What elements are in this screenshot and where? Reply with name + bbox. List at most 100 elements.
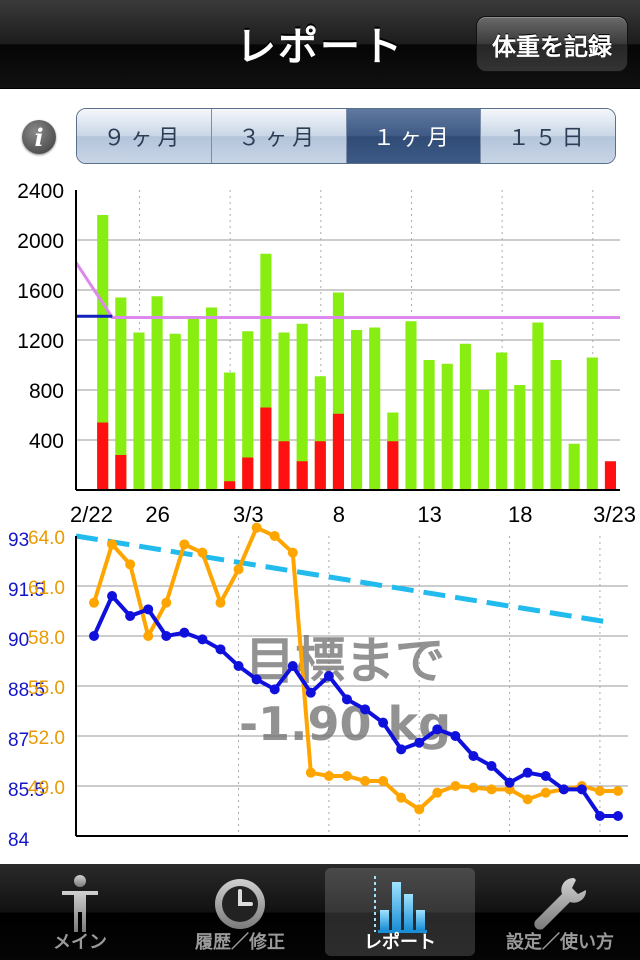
tab-history[interactable]: 履歴／修正 <box>165 868 315 956</box>
goal-remaining-label: 目標まで <box>245 632 445 690</box>
body-fat-point <box>125 559 136 570</box>
bar-exercise <box>387 441 399 490</box>
body-fat-tick-label: 55.0 <box>28 678 65 699</box>
body-fat-tick-label: 61.0 <box>28 578 65 599</box>
body-fat-point <box>378 776 389 786</box>
person-icon <box>62 875 98 932</box>
bar-exercise <box>260 407 272 490</box>
bar-total <box>477 390 490 490</box>
bar-total <box>550 360 562 490</box>
weight-tick-label: 85.5 <box>8 780 45 801</box>
weight-point <box>341 694 352 705</box>
bar-x-tick-label: 3/23 <box>593 502 636 527</box>
bar-reference-line <box>74 261 620 319</box>
weight-point <box>215 644 226 655</box>
bar-exercise <box>115 455 127 490</box>
weight-tick-label: 91.5 <box>8 580 45 601</box>
body-fat-point <box>287 547 298 558</box>
segment-15-days[interactable]: １５日 <box>480 109 615 163</box>
body-fat-point <box>450 781 461 791</box>
weight-point <box>594 811 605 821</box>
weight-point <box>323 671 334 681</box>
info-icon[interactable]: i <box>22 120 56 154</box>
clock-icon <box>215 879 265 929</box>
segment-1-month[interactable]: １ヶ月 <box>345 109 481 163</box>
body-fat-line <box>92 524 618 812</box>
bar-total <box>133 332 145 490</box>
body-fat-point <box>89 597 99 608</box>
bar-total <box>532 322 544 490</box>
weight-point <box>450 731 461 741</box>
weight-point <box>360 704 371 715</box>
body-fat-point <box>143 631 154 641</box>
bar-total <box>242 331 254 490</box>
bar-total <box>260 253 272 490</box>
body-fat-tick-label: 58.0 <box>28 628 65 649</box>
body-fat-point <box>486 784 497 795</box>
weight-point <box>269 684 280 695</box>
bar-total <box>169 333 181 490</box>
body-fat-point <box>468 782 479 793</box>
body-fat-point <box>360 776 371 786</box>
segment-9-months[interactable]: ９ヶ月 <box>77 109 211 163</box>
page-title: レポート <box>236 24 404 70</box>
bar-exercise <box>332 413 344 490</box>
tab-bar: メイン 履歴／修正 レポート 設定／使い方 <box>0 864 640 960</box>
record-weight-button[interactable]: 体重を記録 <box>476 16 628 72</box>
weight-tick-label: 93 <box>8 530 29 551</box>
weight-point <box>287 661 298 671</box>
bar-y-tick-label: 1200 <box>17 330 64 353</box>
weight-point <box>504 777 515 788</box>
goal-remaining-value: -1.90 kg <box>239 697 451 751</box>
bar-total <box>387 412 399 490</box>
weight-point <box>89 631 99 641</box>
bar-exercise <box>296 461 308 490</box>
body-fat-point <box>396 792 407 803</box>
tab-label: 設定／使い方 <box>506 932 614 953</box>
bar-exercise <box>278 441 290 490</box>
weight-point <box>143 604 154 615</box>
weight-point <box>486 761 497 771</box>
bar-total <box>205 307 218 490</box>
body-fat-tick-label: 52.0 <box>28 728 65 749</box>
body-fat-point <box>432 787 443 798</box>
bar-y-tick-label: 1600 <box>17 280 64 303</box>
body-fat-point <box>305 767 316 778</box>
weight-point <box>179 627 190 638</box>
weight-point <box>251 674 262 685</box>
weight-point <box>161 631 172 641</box>
bar-total <box>97 215 109 490</box>
bar-total <box>314 376 326 490</box>
body-fat-point <box>161 597 172 608</box>
bar-exercise <box>224 481 236 490</box>
period-segmented-control: ９ヶ月 ３ヶ月 １ヶ月 １５日 <box>76 108 616 164</box>
bar-total <box>224 372 236 490</box>
body-fat-tick-label: 64.0 <box>28 528 65 549</box>
weight-point <box>414 737 425 748</box>
bar-x-tick-label: 2/22 <box>70 502 113 527</box>
body-fat-point <box>613 786 623 796</box>
body-fat-point <box>594 786 605 796</box>
tab-settings[interactable]: 設定／使い方 <box>485 868 635 956</box>
segment-3-months[interactable]: ３ヶ月 <box>210 109 346 163</box>
weight-point <box>305 687 316 698</box>
body-fat-point <box>215 597 226 608</box>
bar-chart-area <box>76 190 620 490</box>
bar-total <box>332 292 344 490</box>
bar-x-tick-label: 3/3 <box>233 502 264 527</box>
body-fat-point <box>197 547 208 558</box>
body-fat-point <box>414 804 425 815</box>
weight-point <box>432 724 443 735</box>
weight-point <box>613 811 623 821</box>
tab-report[interactable]: レポート <box>325 868 475 956</box>
weight-point <box>233 661 244 671</box>
weight-point <box>558 784 569 795</box>
wrench-icon <box>534 877 587 930</box>
weight-tick-label: 87 <box>8 730 29 751</box>
bar-x-tick-label: 8 <box>333 502 345 527</box>
body-fat-point <box>179 539 190 550</box>
body-fat-point <box>323 771 334 781</box>
tab-main[interactable]: メイン <box>5 868 155 956</box>
bar-total <box>514 385 526 490</box>
weight-point <box>468 751 479 761</box>
